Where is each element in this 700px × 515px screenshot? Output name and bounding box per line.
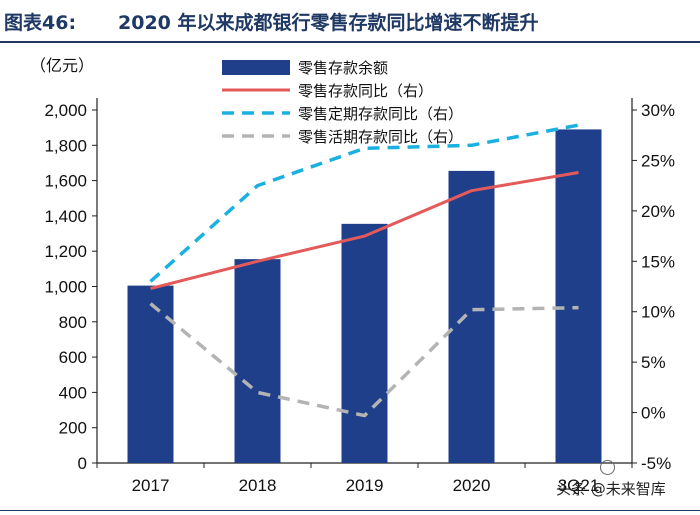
right-tick-label: 10% xyxy=(641,303,675,322)
x-tick-label: 2018 xyxy=(239,476,277,495)
bar-retail-deposit-balance xyxy=(555,129,602,464)
figure-number: 图表46: xyxy=(4,12,77,34)
line-series-1 xyxy=(150,171,579,290)
bar-retail-deposit-balance xyxy=(127,285,174,463)
left-tick-label: 1,800 xyxy=(44,136,87,155)
right-tick-label: -5% xyxy=(641,454,671,473)
legend-label: 零售活期存款同比（右） xyxy=(298,128,463,146)
legend-label: 零售定期存款同比（右） xyxy=(298,105,463,123)
right-tick-label: 20% xyxy=(641,202,675,221)
right-tick-label: 15% xyxy=(641,252,675,271)
left-tick-label: 1,200 xyxy=(44,242,87,261)
unit-label: （亿元） xyxy=(30,56,95,75)
bottom-rule xyxy=(0,510,700,511)
line-series-2 xyxy=(149,123,579,283)
watermark: 头条 @未来智库 xyxy=(556,480,666,498)
legend-label: 零售存款同比（右） xyxy=(298,82,433,100)
figure-title: 2020 年以来成都银行零售存款同比增速不断提升 xyxy=(118,12,539,34)
line-series-3 xyxy=(149,302,579,418)
x-tick-label: 3Q21 xyxy=(558,476,600,495)
title-rule xyxy=(0,41,700,43)
left-tick-label: 1,600 xyxy=(44,172,87,191)
right-tick-label: 0% xyxy=(641,404,666,423)
bar-retail-deposit-balance xyxy=(234,259,281,463)
left-tick-label: 600 xyxy=(59,348,87,367)
bar-retail-deposit-balance xyxy=(448,170,495,463)
left-tick-label: 1,400 xyxy=(44,207,87,226)
legend-swatch-bar xyxy=(222,60,290,75)
legend-label: 零售存款余额 xyxy=(298,59,388,77)
x-tick-label: 2017 xyxy=(132,476,170,495)
title-bar: 图表46: 2020 年以来成都银行零售存款同比增速不断提升 xyxy=(0,0,700,40)
left-tick-label: 1,000 xyxy=(44,278,87,297)
x-tick-label: 2020 xyxy=(453,476,491,495)
left-tick-label: 0 xyxy=(78,454,87,473)
left-tick-label: 800 xyxy=(59,313,87,332)
right-tick-label: 5% xyxy=(641,353,666,372)
left-tick-label: 400 xyxy=(59,383,87,402)
left-tick-label: 200 xyxy=(59,419,87,438)
bar-retail-deposit-balance xyxy=(341,223,388,463)
x-tick-label: 2019 xyxy=(346,476,384,495)
right-tick-label: 25% xyxy=(641,151,675,170)
right-tick-label: 30% xyxy=(641,101,675,120)
left-tick-label: 2,000 xyxy=(44,101,87,120)
watermark-circle-icon xyxy=(600,460,615,475)
